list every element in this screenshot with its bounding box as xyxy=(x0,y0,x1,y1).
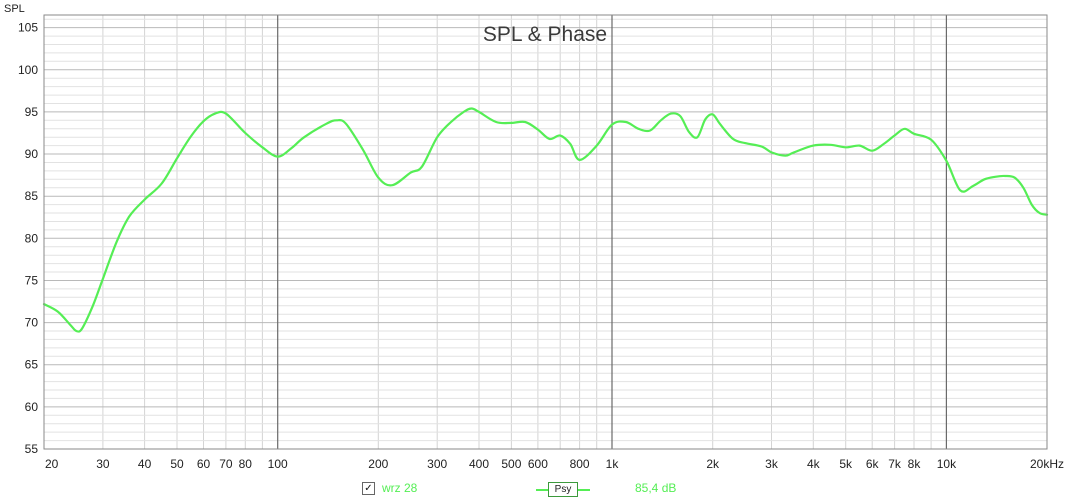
x-tick-label: 500 xyxy=(501,457,521,471)
legend-series-name: wrz 28 xyxy=(382,481,418,495)
x-tick-label: 20kHz xyxy=(1030,457,1064,471)
x-tick-label: 800 xyxy=(570,457,590,471)
y-tick-label: 65 xyxy=(25,358,39,372)
x-tick-label: 3k xyxy=(765,457,779,471)
legend-series-value: 85,4 dB xyxy=(635,481,677,495)
y-tick-label: 105 xyxy=(18,21,38,35)
x-tick-label: 40 xyxy=(138,457,152,471)
x-tick-label: 400 xyxy=(469,457,489,471)
x-tick-label: 80 xyxy=(239,457,253,471)
x-tick-label: 4k xyxy=(807,457,821,471)
legend-sample-label: Psy xyxy=(548,482,578,497)
y-tick-label: 70 xyxy=(25,316,39,330)
y-axis-label: SPL xyxy=(4,3,25,15)
x-tick-label: 10k xyxy=(937,457,957,471)
x-tick-label: 2k xyxy=(706,457,720,471)
y-tick-label: 80 xyxy=(25,231,39,245)
y-tick-label: 100 xyxy=(18,63,38,77)
plot-background xyxy=(44,15,1047,449)
x-tick-label: 100 xyxy=(268,457,288,471)
chart-title: SPL & Phase xyxy=(483,23,607,46)
y-tick-label: 95 xyxy=(25,105,39,119)
x-tick-label: 70 xyxy=(219,457,233,471)
x-tick-label: 30 xyxy=(96,457,110,471)
x-tick-label: 300 xyxy=(427,457,447,471)
x-tick-label: 1k xyxy=(606,457,620,471)
x-tick-label: 600 xyxy=(528,457,548,471)
legend: ✓ wrz 28 Psy 85,4 dB xyxy=(0,476,1068,504)
x-tick-label: 5k xyxy=(839,457,853,471)
major-gridlines xyxy=(277,15,948,449)
x-axis-ticks: 20 30 40 50 60 70 80 100 200 300 400 500 600 800 1k 2k 3… xyxy=(45,457,1064,471)
y-tick-label: 85 xyxy=(25,189,39,203)
y-tick-label: 60 xyxy=(25,400,39,414)
x-tick-label: 20 xyxy=(45,457,59,471)
x-tick-label: 7k xyxy=(888,457,902,471)
plot-frame xyxy=(43,14,1048,450)
y-axis-ticks: 55 60 65 70 75 80 85 90 95 100 105 xyxy=(18,21,38,456)
chart: 55 60 65 70 75 80 85 90 95 100 105 20 30 40 50 60 70 80 1… xyxy=(4,3,1064,471)
x-tick-label: 6k xyxy=(866,457,880,471)
x-tick-label: 50 xyxy=(170,457,184,471)
minor-gridlines xyxy=(44,15,1047,450)
x-tick-label: 200 xyxy=(368,457,388,471)
y-tick-label: 90 xyxy=(25,147,39,161)
y-tick-label: 55 xyxy=(25,442,39,456)
x-tick-label: 60 xyxy=(197,457,211,471)
series-visibility-checkbox[interactable]: ✓ xyxy=(362,482,375,495)
x-tick-label: 8k xyxy=(908,457,922,471)
series-line-wrz-28 xyxy=(42,107,1049,333)
y-tick-label: 75 xyxy=(25,274,39,288)
legend-series-sample[interactable]: Psy xyxy=(536,480,590,498)
